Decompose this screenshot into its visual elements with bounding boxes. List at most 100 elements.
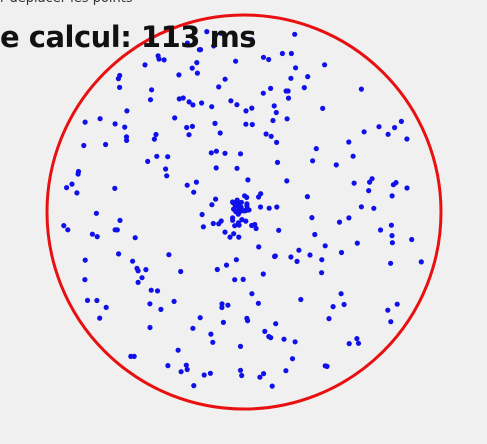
- point[interactable]: [273, 109, 279, 116]
- point[interactable]: [319, 270, 325, 276]
- point[interactable]: [210, 339, 216, 345]
- point[interactable]: [361, 129, 367, 135]
- point[interactable]: [189, 123, 195, 129]
- point[interactable]: [216, 84, 222, 90]
- point[interactable]: [304, 194, 310, 200]
- point[interactable]: [285, 95, 292, 101]
- point[interactable]: [103, 304, 109, 310]
- point[interactable]: [346, 341, 352, 347]
- point[interactable]: [219, 301, 225, 307]
- point[interactable]: [310, 158, 316, 164]
- point[interactable]: [112, 227, 118, 233]
- point[interactable]: [147, 97, 154, 103]
- point[interactable]: [212, 120, 218, 126]
- point[interactable]: [154, 288, 161, 294]
- point[interactable]: [115, 76, 121, 82]
- point[interactable]: [276, 227, 282, 233]
- point[interactable]: [191, 189, 197, 195]
- point[interactable]: [389, 193, 395, 199]
- point[interactable]: [239, 217, 245, 223]
- point[interactable]: [355, 340, 362, 346]
- point[interactable]: [252, 221, 258, 228]
- point[interactable]: [257, 204, 264, 210]
- point[interactable]: [117, 84, 123, 90]
- point[interactable]: [266, 205, 272, 211]
- point[interactable]: [213, 196, 219, 202]
- point[interactable]: [298, 296, 304, 303]
- point[interactable]: [230, 217, 236, 223]
- point[interactable]: [385, 131, 391, 137]
- point[interactable]: [390, 182, 396, 188]
- point[interactable]: [233, 257, 239, 263]
- point[interactable]: [244, 203, 250, 209]
- point[interactable]: [307, 252, 313, 258]
- point[interactable]: [143, 267, 149, 273]
- point[interactable]: [398, 118, 404, 124]
- point[interactable]: [201, 372, 207, 378]
- point[interactable]: [268, 335, 274, 341]
- point[interactable]: [274, 204, 280, 210]
- point[interactable]: [404, 185, 410, 191]
- point[interactable]: [354, 240, 360, 246]
- point[interactable]: [165, 363, 171, 369]
- point[interactable]: [293, 65, 299, 71]
- point[interactable]: [260, 54, 267, 60]
- point[interactable]: [180, 95, 186, 101]
- point[interactable]: [227, 234, 233, 240]
- point[interactable]: [240, 276, 246, 282]
- point[interactable]: [258, 191, 264, 197]
- point[interactable]: [166, 252, 172, 258]
- point[interactable]: [184, 182, 190, 188]
- point[interactable]: [389, 233, 395, 239]
- point[interactable]: [149, 87, 155, 93]
- point[interactable]: [155, 53, 161, 59]
- point[interactable]: [190, 325, 196, 331]
- point[interactable]: [392, 125, 398, 131]
- point[interactable]: [274, 139, 280, 145]
- point[interactable]: [346, 215, 352, 221]
- point[interactable]: [164, 173, 170, 179]
- point[interactable]: [268, 85, 274, 91]
- point[interactable]: [269, 383, 275, 389]
- point[interactable]: [296, 247, 302, 253]
- point[interactable]: [249, 291, 255, 297]
- point[interactable]: [292, 31, 298, 37]
- point[interactable]: [294, 258, 300, 264]
- point[interactable]: [231, 231, 237, 237]
- point[interactable]: [376, 124, 382, 130]
- point[interactable]: [142, 62, 148, 68]
- point[interactable]: [97, 315, 103, 321]
- point[interactable]: [288, 50, 294, 57]
- point[interactable]: [320, 105, 326, 111]
- point[interactable]: [239, 372, 245, 379]
- point[interactable]: [218, 30, 224, 36]
- point[interactable]: [237, 207, 243, 213]
- point[interactable]: [249, 121, 255, 128]
- point[interactable]: [333, 162, 339, 168]
- point[interactable]: [94, 234, 100, 240]
- point[interactable]: [404, 136, 410, 142]
- point[interactable]: [351, 180, 357, 186]
- point[interactable]: [255, 300, 261, 306]
- point[interactable]: [64, 185, 70, 191]
- point[interactable]: [183, 362, 189, 368]
- point[interactable]: [309, 215, 315, 221]
- point[interactable]: [74, 190, 80, 196]
- point[interactable]: [163, 166, 169, 172]
- point[interactable]: [263, 131, 269, 137]
- point[interactable]: [377, 227, 384, 233]
- point[interactable]: [175, 347, 181, 353]
- point[interactable]: [184, 366, 190, 373]
- point[interactable]: [191, 383, 197, 389]
- point[interactable]: [112, 121, 118, 127]
- point[interactable]: [172, 115, 178, 121]
- point[interactable]: [225, 302, 231, 308]
- point[interactable]: [82, 257, 88, 263]
- point[interactable]: [288, 254, 294, 260]
- point[interactable]: [237, 343, 244, 349]
- point[interactable]: [197, 47, 204, 53]
- point[interactable]: [262, 328, 268, 334]
- point[interactable]: [199, 211, 205, 218]
- point[interactable]: [394, 301, 400, 307]
- point[interactable]: [234, 165, 240, 171]
